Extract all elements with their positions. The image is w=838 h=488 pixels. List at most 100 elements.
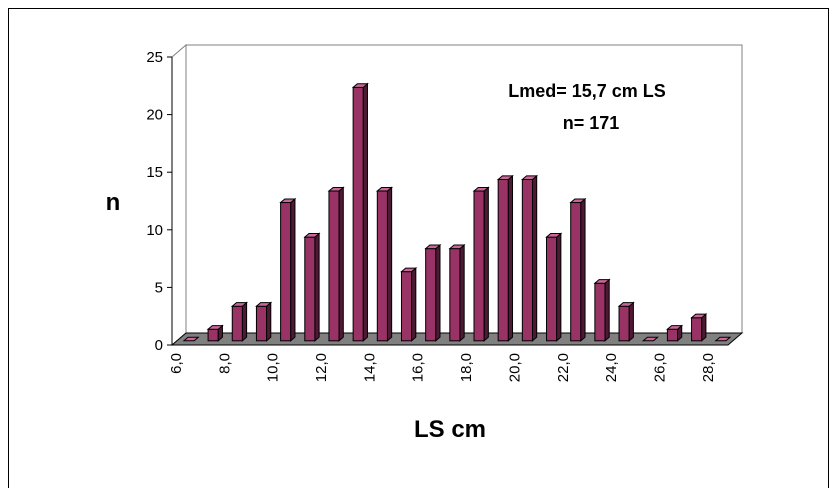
x-tick-label: 20,0 <box>506 353 523 382</box>
bar-front <box>352 86 364 342</box>
bar-top <box>641 336 659 342</box>
bar-side <box>362 82 368 342</box>
bar-front <box>280 202 292 342</box>
y-axis-title: n <box>106 189 121 216</box>
bar-side <box>241 301 248 342</box>
y-tick-label: 15 <box>146 164 163 181</box>
x-tick-label: 18,0 <box>458 353 475 382</box>
y-tick-label: 10 <box>146 222 163 239</box>
bar-side <box>386 186 393 342</box>
bar <box>617 301 635 342</box>
bar-top <box>327 186 345 192</box>
bar-front <box>594 282 606 342</box>
bar-top <box>714 336 732 342</box>
bar <box>520 174 539 342</box>
bar-side <box>507 174 514 342</box>
bar-top <box>690 313 708 319</box>
x-tick-label: 14,0 <box>361 353 378 382</box>
bar <box>230 301 248 342</box>
bar-side <box>314 232 320 342</box>
bar <box>593 278 611 342</box>
bar-side <box>701 313 707 342</box>
bar-top <box>279 198 297 204</box>
x-tick-label: 8,0 <box>216 353 233 374</box>
bar <box>569 197 587 342</box>
bar-top <box>545 233 563 238</box>
bar <box>400 266 418 342</box>
bar <box>327 186 345 342</box>
bar <box>472 186 490 342</box>
y-axis-ticks: 0 5 10 15 20 25 <box>146 49 172 354</box>
bar <box>182 336 200 342</box>
bar <box>690 313 708 342</box>
bar-front <box>328 190 340 342</box>
bar <box>255 301 273 342</box>
bar-side <box>628 301 634 342</box>
bar-front <box>618 305 630 342</box>
bar <box>666 324 684 342</box>
y-tick-label: 0 <box>155 337 163 354</box>
bar-top <box>182 336 200 342</box>
x-tick-label: 24,0 <box>603 353 620 382</box>
bar-front <box>376 190 388 342</box>
bar-side <box>459 243 465 342</box>
bar-side <box>290 197 296 342</box>
bar <box>545 232 563 342</box>
bar-top <box>206 325 224 330</box>
bar-side <box>483 186 489 342</box>
x-axis-ticks: 6,0 8,0 10,0 12,0 14,0 16,0 18,0 20,0 22,0 24,0 26… <box>168 353 717 382</box>
x-tick-label: 26,0 <box>651 353 668 382</box>
x-axis-title: LS cm <box>414 416 486 443</box>
bar <box>303 232 321 342</box>
bar-top <box>520 175 539 181</box>
annotation-sample-size: n= 171 <box>563 113 620 133</box>
bar-side <box>580 197 586 342</box>
bar-top <box>351 83 369 88</box>
bar-top <box>424 244 442 250</box>
annotation-mean-length: Lmed= 15,7 cm LS <box>508 81 666 101</box>
bar-top <box>375 186 394 192</box>
bar-top <box>593 279 611 284</box>
bar-front <box>231 305 243 342</box>
bar-front <box>570 202 582 342</box>
y-tick-label: 20 <box>146 107 163 124</box>
bar-top <box>496 175 514 181</box>
bar <box>375 186 394 342</box>
bar-top <box>448 244 466 250</box>
bar <box>424 243 442 342</box>
side-wall <box>171 43 187 347</box>
x-tick-label: 12,0 <box>313 353 330 382</box>
bar-front <box>449 248 461 342</box>
bar-front <box>666 328 679 342</box>
bar-top <box>255 302 273 307</box>
bar <box>448 243 466 342</box>
bar-top <box>666 325 684 330</box>
bar-top <box>303 233 321 238</box>
x-tick-label: 28,0 <box>700 353 717 382</box>
bar-front <box>473 190 485 342</box>
bar-top <box>617 302 635 307</box>
bar-front <box>691 317 703 342</box>
y-tick-label: 25 <box>146 49 163 66</box>
x-tick-label: 22,0 <box>555 353 572 382</box>
bar-front <box>255 305 268 342</box>
bar <box>279 197 297 342</box>
bar-front <box>207 328 219 342</box>
bar <box>351 82 369 342</box>
bar-front <box>497 179 509 342</box>
bar-side <box>435 243 441 342</box>
bar <box>206 324 224 342</box>
bar-top <box>569 198 587 204</box>
x-tick-label: 10,0 <box>265 353 282 382</box>
bar-front <box>546 236 558 342</box>
bar-side <box>556 232 562 342</box>
bar <box>714 336 732 342</box>
bar-side <box>531 174 538 342</box>
y-tick-label: 5 <box>155 279 163 296</box>
bar-side <box>266 301 272 342</box>
bar-side <box>338 186 344 342</box>
bar-top <box>230 302 248 307</box>
bar-front <box>304 236 316 342</box>
bar-front <box>521 179 533 342</box>
